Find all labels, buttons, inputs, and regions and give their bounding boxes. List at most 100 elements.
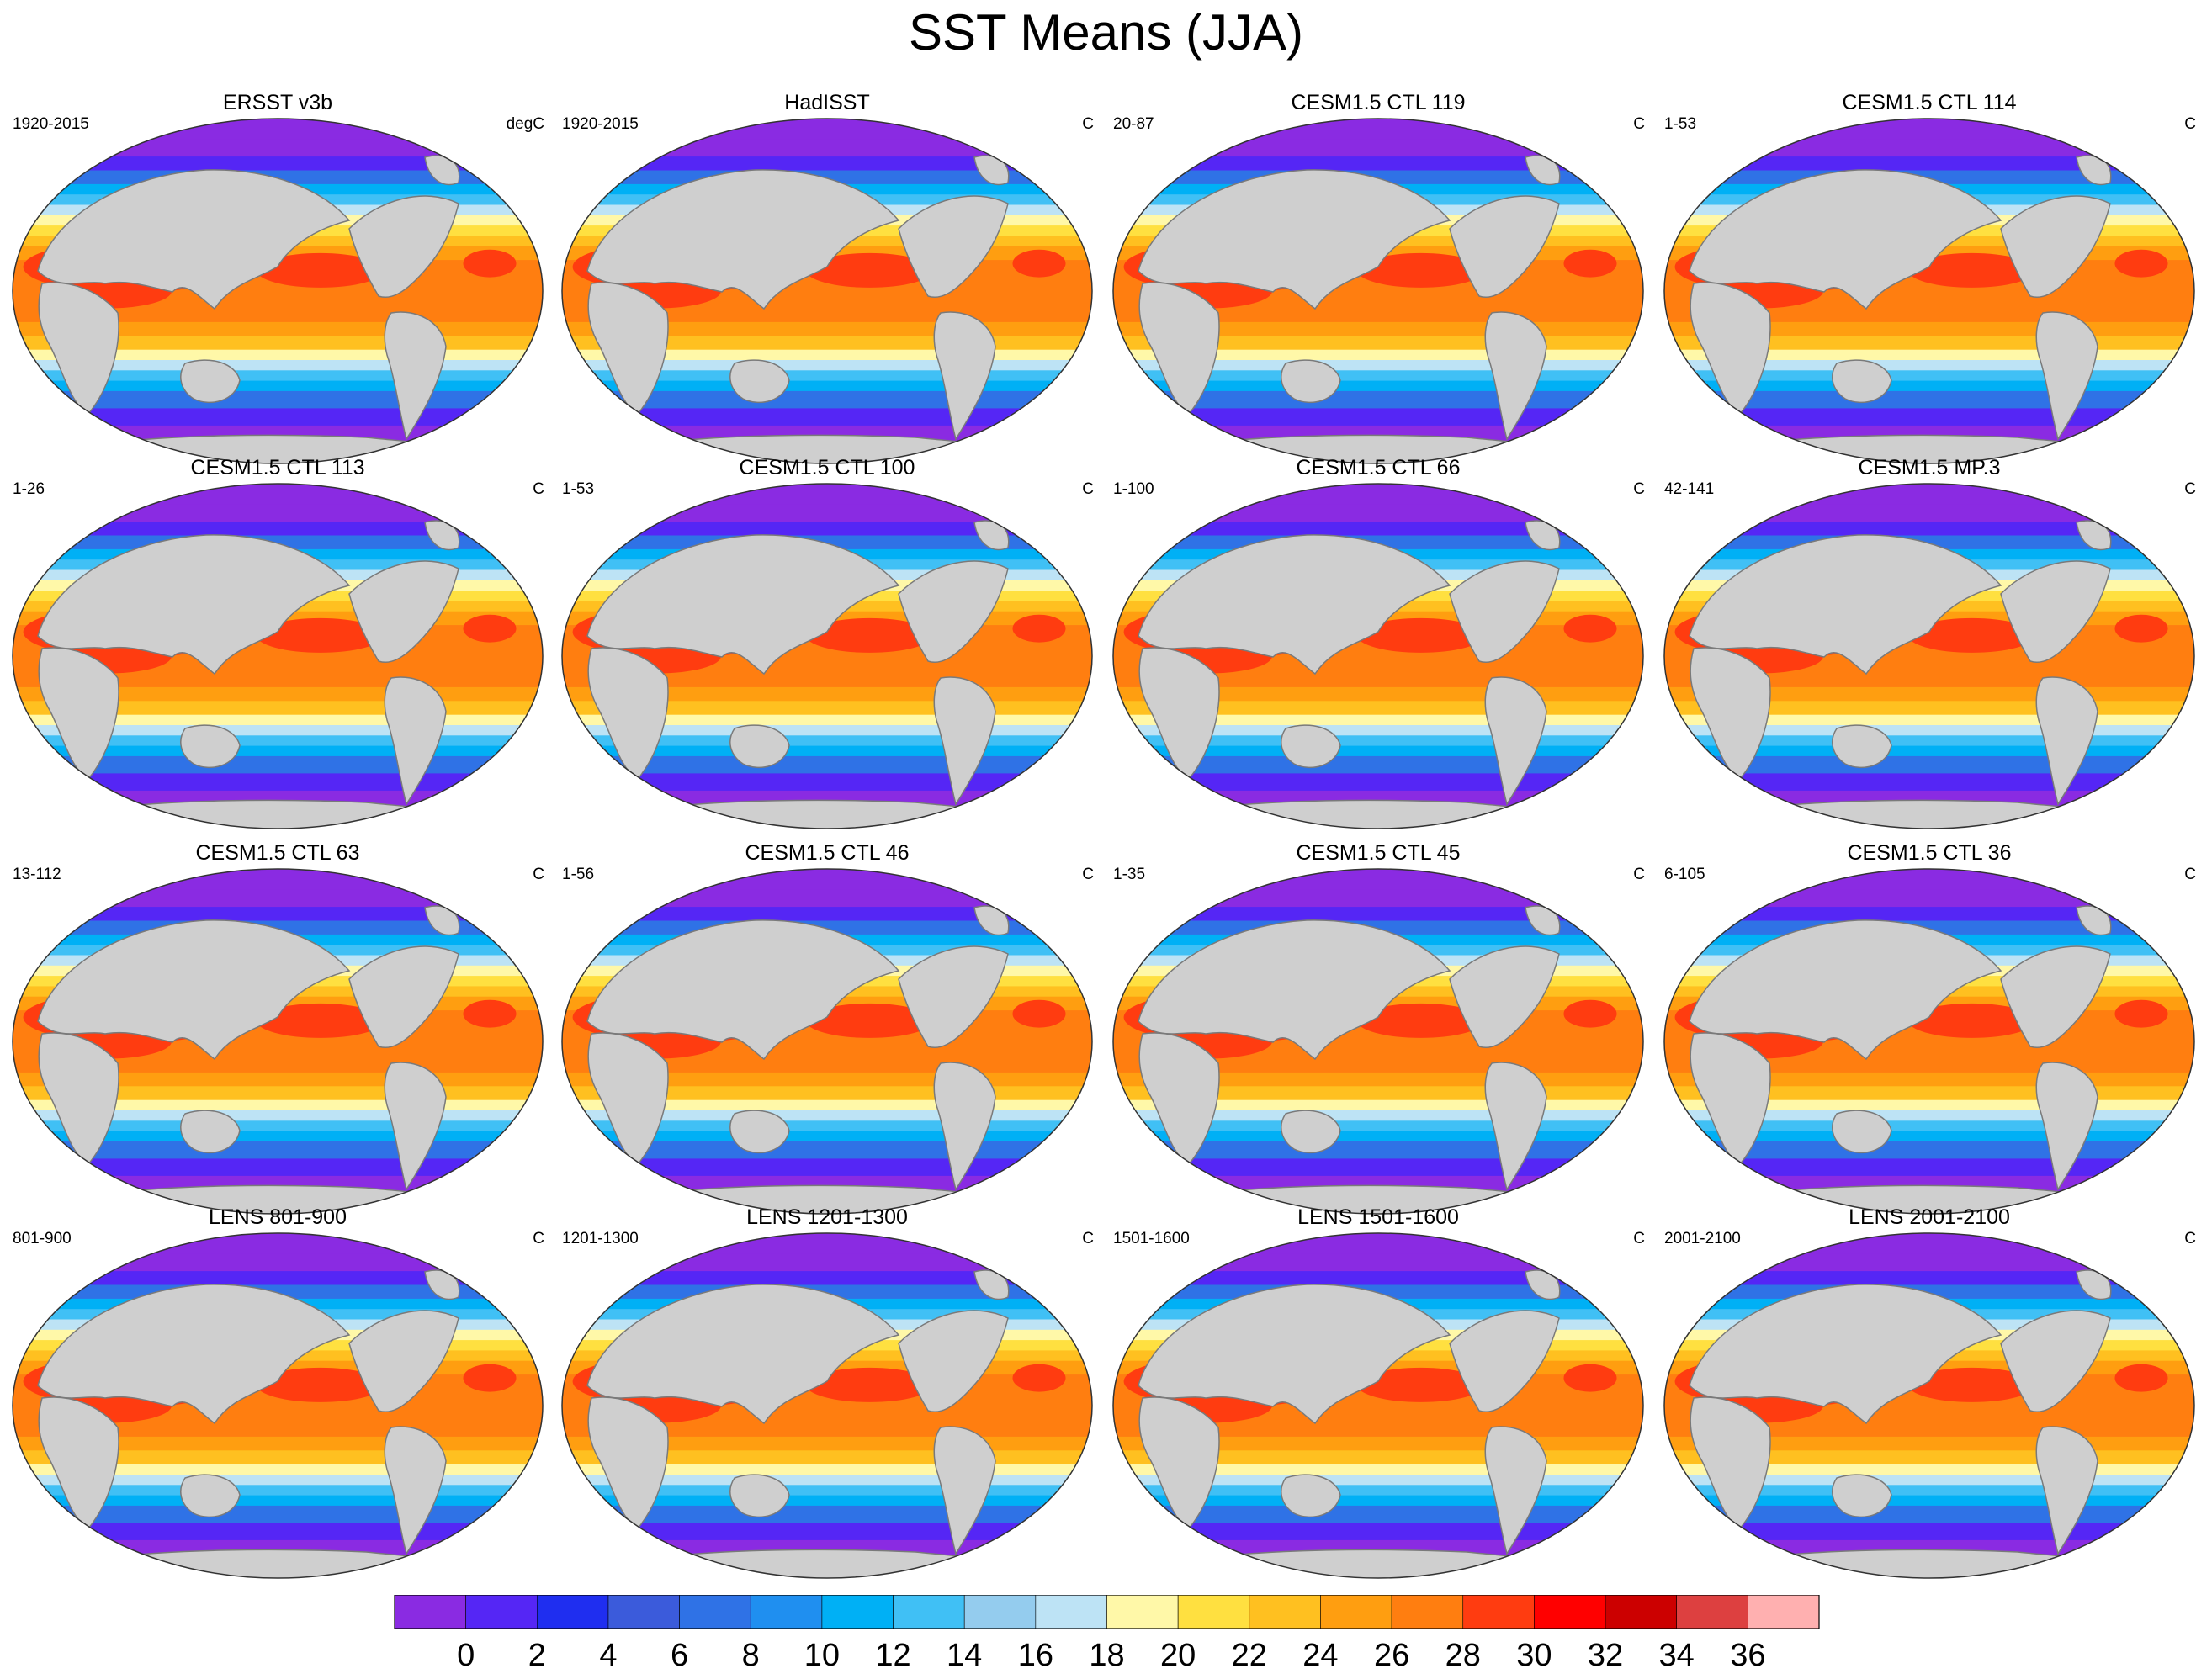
land-north-america — [898, 560, 1009, 663]
colorbar-box — [1676, 1595, 1748, 1629]
land-antarctica — [1738, 799, 2128, 829]
map-panel: LENS 801-900 801-900 C — [4, 1205, 551, 1588]
warm-pool — [1356, 252, 1484, 288]
colorbar-box — [1035, 1595, 1107, 1629]
map-plot — [1112, 1232, 1644, 1579]
map-field — [562, 484, 1092, 829]
panel-title: HadISST — [784, 91, 870, 114]
land-antarctica — [1187, 1549, 1577, 1578]
land-eurasia — [1689, 919, 2002, 1061]
land-south-america — [2035, 311, 2098, 441]
land-south-america — [384, 1062, 447, 1191]
colorbar-box — [1177, 1595, 1250, 1629]
warm-pool — [463, 999, 517, 1028]
land-eurasia — [37, 534, 351, 675]
sst-band — [1664, 119, 2194, 140]
land-south-america — [933, 1062, 996, 1191]
warm-pool — [805, 252, 933, 288]
colorbar-tick-label: 28 — [1445, 1638, 1481, 1673]
panel-units: C — [2184, 480, 2196, 498]
land-antarctica — [87, 799, 476, 829]
sst-band — [13, 484, 543, 506]
land-australia — [1832, 724, 1892, 769]
panel-period: 20-87 — [1113, 115, 1154, 133]
land-south-america — [1484, 1426, 1547, 1555]
sst-band — [1113, 139, 1643, 158]
map-plot — [561, 868, 1093, 1215]
map-panel: CESM1.5 CTL 63 13-112 C — [4, 841, 551, 1224]
map-outline — [1112, 118, 1644, 464]
map-plot — [1112, 483, 1644, 829]
land-africa — [38, 647, 119, 780]
map-field — [1664, 869, 2194, 1214]
sst-band — [1664, 1253, 2194, 1273]
sst-band — [13, 1233, 543, 1255]
panel-title: LENS 801-900 — [208, 1205, 347, 1229]
panel-period: 1-35 — [1113, 866, 1146, 883]
warm-pool — [1356, 617, 1484, 653]
land-eurasia — [1689, 169, 2002, 310]
land-south-america — [2035, 676, 2098, 806]
panel-title: CESM1.5 CTL 45 — [1296, 841, 1461, 865]
warm-pool — [463, 1364, 517, 1392]
sst-band — [562, 156, 1092, 172]
colorbar-box — [1748, 1595, 1820, 1629]
map-field — [13, 119, 543, 463]
panel-units: C — [1082, 1230, 1094, 1247]
panel-period: 1201-1300 — [562, 1230, 639, 1247]
map-outline — [561, 868, 1093, 1215]
colorbar-tick-label: 20 — [1160, 1638, 1196, 1673]
map-plot — [1663, 483, 2195, 829]
land-north-america — [348, 945, 459, 1048]
panel-period: 1920-2015 — [13, 115, 89, 133]
map-field — [1664, 119, 2194, 463]
land-south-america — [933, 1426, 996, 1555]
land-eurasia — [586, 169, 900, 310]
map-panel: ERSST v3b 1920-2015 degC — [4, 91, 551, 474]
colorbar-tick-label: 10 — [804, 1638, 840, 1673]
land-eurasia — [1138, 169, 1451, 310]
sst-band — [13, 156, 543, 172]
warm-pool — [805, 617, 933, 653]
map-outline — [12, 1232, 544, 1579]
map-panel: LENS 1501-1600 1501-1600 C — [1105, 1205, 1652, 1588]
panel-title: LENS 1201-1300 — [746, 1205, 908, 1229]
sst-band — [562, 484, 1092, 506]
land-north-america — [1449, 945, 1560, 1048]
map-outline — [561, 118, 1093, 464]
warm-pool — [1012, 614, 1066, 643]
map-outline — [12, 483, 544, 829]
panel-title: CESM1.5 CTL 119 — [1291, 91, 1466, 114]
sst-band — [1113, 1233, 1643, 1255]
land-south-america — [1484, 676, 1547, 806]
panel-units: degC — [506, 115, 544, 133]
panel-units: C — [1082, 115, 1094, 133]
colorbar-tick-label: 2 — [528, 1638, 546, 1673]
land-australia — [729, 1110, 790, 1154]
colorbar-tick-label: 26 — [1374, 1638, 1409, 1673]
sst-band — [1113, 504, 1643, 523]
panel-period: 1-26 — [13, 480, 45, 498]
panel-period: 801-900 — [13, 1230, 72, 1247]
sst-band — [1664, 869, 2194, 891]
map-panel: CESM1.5 CTL 46 1-56 C — [554, 841, 1101, 1224]
panel-units: C — [533, 1230, 544, 1247]
land-antarctica — [636, 799, 1026, 829]
map-field — [13, 1233, 543, 1578]
sst-band — [1113, 907, 1643, 922]
warm-pool — [463, 249, 517, 278]
map-plot — [1663, 868, 2195, 1215]
map-field — [1664, 1233, 2194, 1578]
map-panel: CESM1.5 MP.3 42-141 C — [1656, 456, 2203, 839]
land-north-america — [1449, 195, 1560, 298]
panel-title: CESM1.5 CTL 36 — [1847, 841, 2012, 865]
colorbar-box — [963, 1595, 1037, 1629]
sst-band — [562, 907, 1092, 922]
land-australia — [1281, 1474, 1341, 1518]
warm-pool — [1907, 252, 2035, 288]
sst-band — [1664, 156, 2194, 172]
warm-pool — [2114, 1364, 2168, 1392]
warm-pool — [2114, 249, 2168, 278]
colorbar-box — [821, 1595, 894, 1629]
warm-pool — [1563, 249, 1617, 278]
